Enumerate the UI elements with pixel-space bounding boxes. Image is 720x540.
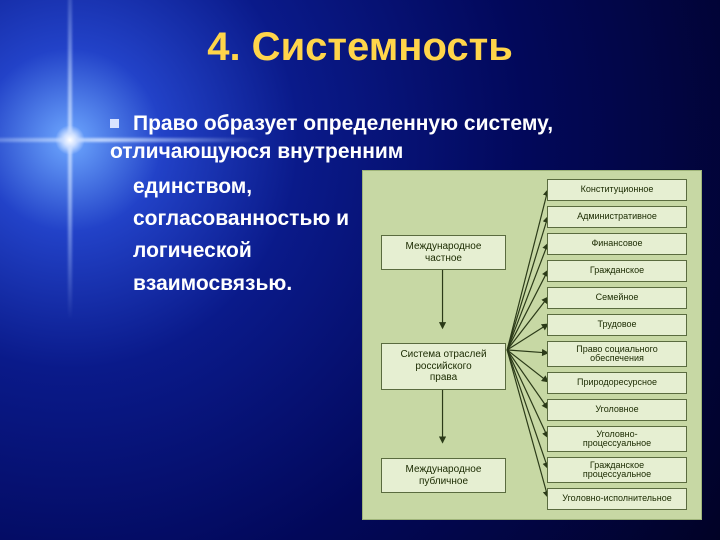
body-line: согласованностью и	[133, 205, 393, 233]
body-line: логической	[133, 237, 393, 265]
right-node-criminal: Уголовное	[547, 399, 687, 421]
left-node-system: Система отраслейроссийскогоправа	[381, 343, 506, 390]
right-node-civil: Гражданское	[547, 260, 687, 282]
diagram-left-column: Международноечастное Система отраслейросс…	[381, 183, 506, 507]
right-node-labor: Трудовое	[547, 314, 687, 336]
left-node-intl-private: Международноечастное	[381, 235, 506, 270]
right-node-social-security: Право социальногообеспечения	[547, 341, 687, 367]
right-node-constitutional: Конституционное	[547, 179, 687, 201]
body-narrow-lines: единством, согласованностью и логической…	[133, 173, 393, 298]
right-node-civil-procedure: Гражданскоепроцессуальное	[547, 457, 687, 483]
slide-title: 4. Системность	[0, 25, 720, 70]
diagram-right-column: Конституционное Административное Финансово…	[547, 179, 687, 510]
right-node-criminal-procedure: Уголовно-процессуальное	[547, 426, 687, 452]
bullet-icon	[110, 119, 119, 128]
left-node-intl-public: Международноепубличное	[381, 458, 506, 493]
right-node-financial: Финансовое	[547, 233, 687, 255]
body-line: взаимосвязью.	[133, 270, 393, 298]
right-node-administrative: Административное	[547, 206, 687, 228]
body-intro: Право образует определенную систему, отл…	[110, 112, 553, 163]
right-node-penal-enforcement: Уголовно-исполнительное	[547, 488, 687, 510]
body-line: единством,	[133, 173, 393, 201]
law-system-diagram: Международноечастное Система отраслейросс…	[362, 170, 702, 520]
right-node-natural-resource: Природоресурсное	[547, 372, 687, 394]
right-node-family: Семейное	[547, 287, 687, 309]
star-glare-core	[55, 125, 85, 155]
